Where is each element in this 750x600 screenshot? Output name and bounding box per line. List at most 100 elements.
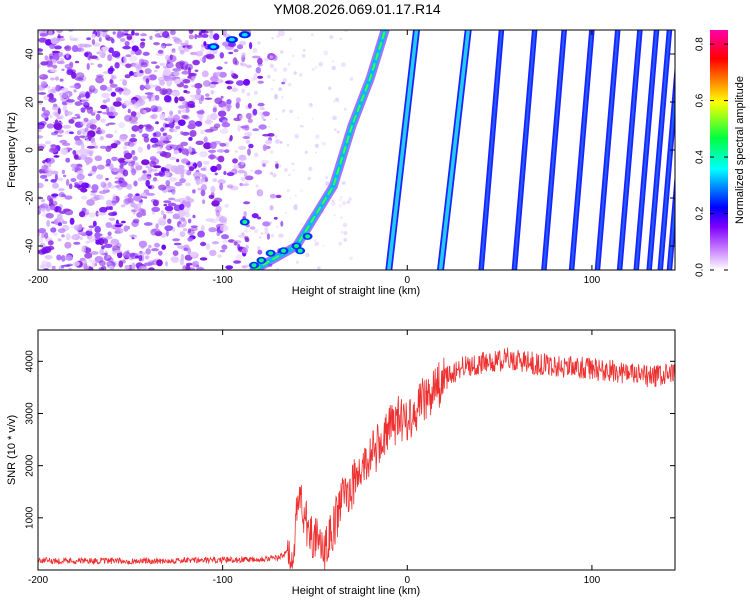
noise-speckle <box>50 69 58 73</box>
noise-speckle <box>269 221 273 225</box>
noise-speckle <box>253 90 258 95</box>
noise-speckle <box>271 37 274 40</box>
noise-speckle <box>89 118 98 124</box>
noise-speckle <box>315 134 320 139</box>
noise-speckle <box>174 96 179 104</box>
noise-speckle <box>226 184 234 189</box>
noise-speckle <box>166 184 171 189</box>
noise-speckle <box>289 109 293 114</box>
colorbar-tick-label: 0.8 <box>695 37 706 51</box>
noise-speckle <box>217 110 227 117</box>
noise-speckle <box>196 161 203 168</box>
noise-speckle <box>346 200 351 204</box>
noise-speckle <box>103 243 113 249</box>
noise-speckle <box>288 241 291 243</box>
noise-speckle <box>235 253 243 261</box>
noise-speckle <box>52 64 58 69</box>
signal-blob-core <box>268 251 274 256</box>
noise-speckle <box>55 84 61 92</box>
noise-speckle <box>155 121 159 125</box>
noise-speckle <box>199 151 208 158</box>
noise-speckle <box>177 119 186 126</box>
noise-speckle <box>153 69 158 73</box>
noise-speckle <box>252 48 258 53</box>
noise-speckle <box>74 113 81 117</box>
noise-speckle <box>84 252 93 259</box>
straight-line <box>480 30 503 270</box>
noise-speckle <box>173 149 180 155</box>
noise-speckle <box>252 108 258 116</box>
colorbar-strip <box>710 30 728 270</box>
noise-speckle <box>245 245 249 250</box>
noise-speckle <box>97 110 102 114</box>
noise-speckle <box>217 155 225 163</box>
noise-speckle <box>226 99 232 105</box>
noise-speckle <box>310 33 314 37</box>
snr-ytick-label: 3000 <box>25 402 36 425</box>
noise-speckle <box>180 141 189 147</box>
noise-speckle <box>57 228 66 234</box>
noise-speckle <box>99 206 108 213</box>
noise-speckle <box>340 216 343 219</box>
noise-speckle <box>322 244 325 247</box>
noise-speckle <box>325 181 330 186</box>
noise-speckle <box>108 54 113 62</box>
noise-speckle <box>247 118 253 124</box>
noise-speckle <box>131 262 136 270</box>
noise-speckle <box>132 156 138 161</box>
noise-speckle <box>90 62 94 66</box>
noise-speckle <box>343 238 348 242</box>
noise-speckle <box>93 145 98 149</box>
noise-speckle <box>162 69 172 76</box>
noise-speckle <box>328 86 332 90</box>
noise-speckle <box>279 141 283 144</box>
noise-speckle <box>260 232 264 235</box>
noise-speckle <box>89 55 98 59</box>
noise-speckle <box>100 181 107 188</box>
noise-speckle <box>68 183 73 190</box>
noise-speckle <box>139 84 145 91</box>
noise-speckle <box>40 174 48 179</box>
noise-speckle <box>276 34 280 38</box>
noise-speckle <box>114 185 120 188</box>
noise-speckle <box>177 209 186 217</box>
noise-speckle <box>54 76 60 81</box>
noise-speckle <box>167 63 175 68</box>
noise-speckle <box>213 123 221 129</box>
noise-speckle <box>124 265 130 270</box>
noise-speckle <box>243 78 251 86</box>
noise-speckle <box>247 148 251 156</box>
noise-speckle <box>114 180 123 184</box>
noise-speckle <box>196 110 205 115</box>
noise-speckle <box>108 47 114 54</box>
noise-speckle <box>234 150 238 153</box>
noise-speckle <box>97 63 103 68</box>
noise-speckle <box>91 184 99 192</box>
noise-speckle <box>45 212 54 219</box>
noise-speckle <box>129 55 138 62</box>
noise-speckle <box>188 166 195 172</box>
noise-speckle <box>304 150 308 154</box>
noise-speckle <box>179 178 187 184</box>
noise-speckle <box>274 93 278 100</box>
noise-speckle <box>50 144 58 152</box>
noise-speckle <box>165 261 168 267</box>
noise-speckle <box>225 80 231 84</box>
noise-speckle <box>165 43 173 47</box>
noise-speckle <box>240 125 249 129</box>
noise-speckle <box>216 149 225 153</box>
noise-speckle <box>38 30 43 34</box>
noise-speckle <box>235 101 240 109</box>
straight-line <box>387 30 419 270</box>
noise-speckle <box>325 176 329 180</box>
noise-speckle <box>311 117 314 120</box>
noise-speckle <box>244 175 254 181</box>
noise-speckle <box>145 78 150 85</box>
noise-speckle <box>241 183 250 186</box>
noise-speckle <box>57 107 61 115</box>
noise-speckle <box>318 62 324 67</box>
noise-speckle <box>278 87 282 91</box>
noise-speckle <box>100 104 108 110</box>
noise-speckle <box>56 60 65 65</box>
noise-speckle <box>163 152 172 159</box>
